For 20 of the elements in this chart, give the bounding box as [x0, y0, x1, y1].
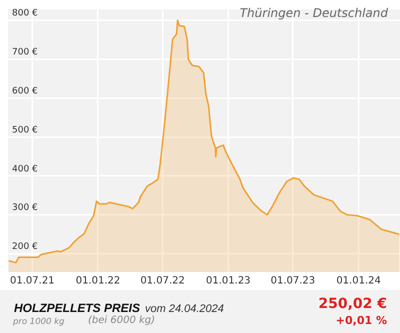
chart-subtitle: Thüringen - Deutschland — [240, 6, 388, 20]
text: vom 24.04.2024 — [145, 303, 224, 315]
text: pro 1000 kg — [13, 317, 64, 327]
text: HOLZPELLETS PREIS — [14, 301, 140, 315]
y-tick-label: 400 € — [12, 164, 38, 174]
x-tick-label: 01.01.24 — [336, 276, 381, 287]
x-tick-label: 01.07.21 — [10, 276, 55, 287]
y-tick-label: 600 € — [12, 86, 38, 96]
y-tick-label: 800 € — [12, 8, 38, 19]
x-tick-label: 01.07.23 — [270, 276, 316, 287]
text: +0,01 % — [336, 314, 387, 327]
y-tick-label: 700 € — [12, 48, 38, 58]
y-tick-label: 200 € — [12, 242, 38, 252]
y-tick-label: 500 € — [12, 125, 38, 136]
x-tick-label: 01.01.22 — [76, 276, 120, 287]
y-tick-label: 300 € — [12, 203, 38, 214]
text: (bei 6000 kg) — [88, 315, 156, 326]
text: 250,02 € — [318, 296, 387, 312]
x-tick-label: 01.01.23 — [206, 276, 251, 287]
x-tick-label: 01.07.22 — [140, 276, 185, 287]
